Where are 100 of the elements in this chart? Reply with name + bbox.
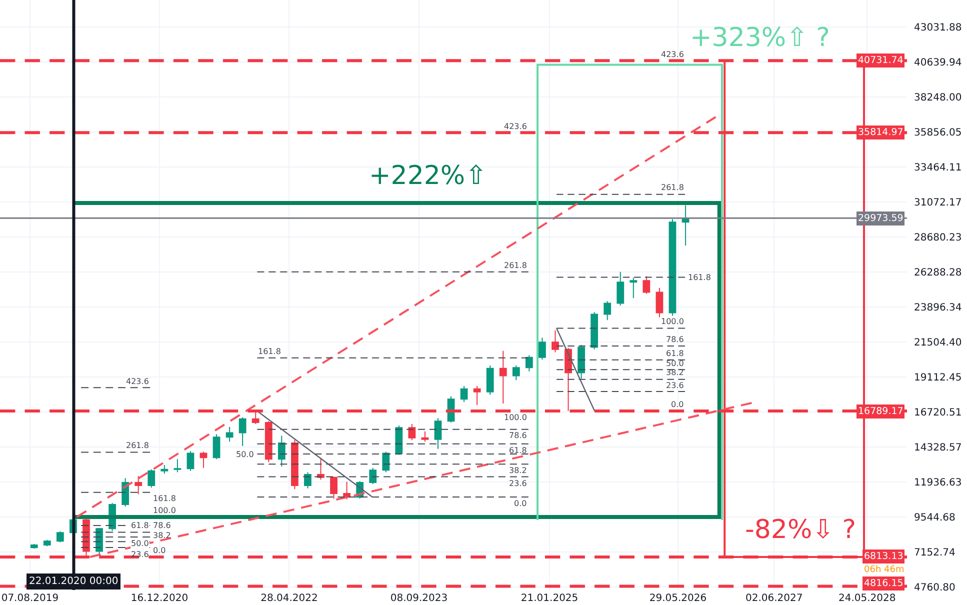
x-tick-label: 02.06.2027	[745, 593, 803, 604]
x-tick-label: 08.09.2023	[390, 593, 448, 604]
ref-line-label: 6813.13	[864, 551, 904, 562]
annotation: 61.8	[666, 349, 684, 358]
annotation: 23.6	[509, 479, 527, 488]
y-tick-label: 9544.68	[914, 512, 956, 524]
x-tick-label: 21.01.2025	[520, 593, 578, 604]
annotation: 423.6	[504, 122, 527, 131]
ref-line-label: 29973.59	[858, 213, 904, 224]
y-tick-label: 33464.11	[914, 162, 962, 174]
ref-line-label: 40731.74	[858, 55, 904, 66]
annotation: 0.0	[153, 546, 166, 555]
candlestick	[148, 468, 156, 488]
candlestick	[630, 277, 638, 299]
candlestick	[434, 418, 442, 450]
annotation: 161.8	[153, 494, 176, 503]
candlestick	[616, 271, 624, 306]
annotation: 0.0	[671, 400, 684, 409]
ref-line-label: 22.01.2020 00:00	[29, 576, 118, 587]
x-tick-label: 24.05.2028	[838, 593, 896, 604]
y-tick-label: 35856.05	[914, 128, 962, 138]
annotation: 78.6	[509, 431, 527, 440]
annotation: 261.8	[504, 261, 527, 270]
x-tick-label: 28.04.2022	[260, 593, 318, 604]
candlestick	[408, 424, 416, 441]
candlestick	[226, 426, 234, 442]
annotation: 23.6	[131, 550, 149, 559]
y-tick-label: 4760.80	[914, 582, 956, 594]
candlestick	[668, 218, 676, 316]
candlestick	[264, 420, 272, 463]
annotation: 423.6	[126, 377, 149, 386]
candlestick	[278, 435, 286, 467]
candlestick	[486, 364, 494, 396]
ref-line-label: 16789.17	[858, 406, 904, 417]
annotation: 261.8	[126, 441, 149, 450]
candlestick	[460, 385, 468, 403]
candlestick	[160, 464, 168, 474]
candlestick	[369, 467, 377, 484]
y-tick-label: 38248.00	[914, 92, 962, 104]
y-tick-label: 7152.74	[914, 548, 956, 558]
candlestick	[382, 451, 390, 473]
annotation: 50.0	[131, 539, 149, 548]
candlestick	[642, 276, 650, 294]
y-tick-label: 16720.51	[914, 408, 962, 418]
candlestick	[174, 458, 182, 473]
candlestick	[30, 544, 38, 550]
annotation: 0.0	[514, 499, 527, 508]
series-label: -82%⇩ ?	[745, 515, 856, 545]
annotation: 50.0	[236, 450, 254, 459]
annotation: 06h 46m	[864, 565, 904, 575]
candlestick	[200, 451, 208, 468]
series-label: +323%⇧ ?	[690, 23, 830, 53]
annotation: 261.8	[661, 183, 684, 192]
candlestick	[421, 430, 429, 442]
candlestick	[238, 416, 246, 446]
candlestick	[552, 330, 559, 353]
x-tick-label: 29.05.2026	[649, 593, 707, 604]
y-tick-label: 26288.28	[914, 268, 962, 278]
y-tick-label: 28680.23	[914, 232, 962, 244]
annotation: 78.6	[666, 335, 684, 344]
candlestick	[56, 530, 64, 543]
annotation: 100.0	[661, 317, 684, 326]
candlestick	[212, 434, 220, 460]
candlestick	[512, 364, 520, 381]
ref-line-label: 4816.15	[864, 578, 904, 589]
candlestick	[578, 344, 585, 380]
annotation: 50.0	[666, 359, 684, 368]
y-tick-label: 11936.63	[914, 478, 962, 488]
annotation: 100.0	[504, 413, 527, 422]
x-tick-label: 16.12.2020	[130, 593, 188, 604]
ref-line-label: 35814.97	[858, 127, 904, 138]
candlestick	[343, 481, 350, 500]
candlestick	[134, 475, 142, 495]
candlestick	[526, 354, 533, 372]
candlestick	[395, 424, 403, 456]
candlestick	[682, 204, 690, 246]
candlestick	[590, 312, 598, 350]
annotation: 100.0	[153, 506, 176, 515]
y-tick-label: 19112.45	[914, 372, 962, 384]
candlestick	[604, 300, 612, 321]
annotation: 78.6	[153, 521, 171, 530]
candlestick	[304, 472, 312, 489]
annotation: 61.8	[131, 521, 149, 530]
y-tick-label: 21504.40	[914, 338, 962, 348]
y-tick-label: 23896.34	[914, 302, 962, 314]
candlestick	[43, 539, 51, 547]
y-tick-label: 40639.94	[914, 58, 962, 68]
y-tick-label: 31072.17	[914, 198, 962, 208]
annotation: 161.8	[258, 347, 281, 356]
annotation: 38.2	[153, 531, 171, 540]
candlestick	[473, 385, 481, 406]
candlestick	[538, 337, 546, 360]
y-tick-label: 43031.88	[914, 22, 962, 34]
series-label: +222%⇧	[369, 161, 487, 191]
candlestick	[291, 440, 298, 490]
candlestick	[186, 450, 194, 472]
annotation: 38.2	[509, 466, 527, 475]
candlestick	[656, 287, 664, 318]
annotation: 423.6	[661, 50, 684, 59]
annotation: 161.8	[688, 273, 711, 282]
